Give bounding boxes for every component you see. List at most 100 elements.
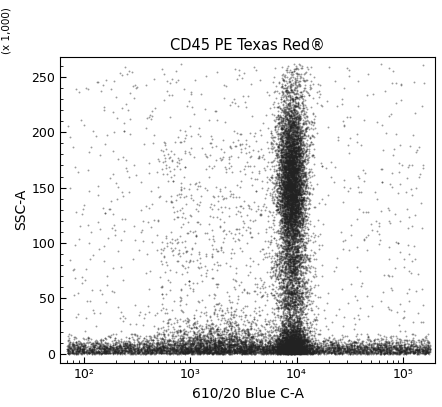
Point xyxy=(289,231,296,238)
Point xyxy=(249,343,256,349)
Point xyxy=(284,160,291,167)
Point xyxy=(286,257,293,264)
Point xyxy=(240,347,247,354)
Point xyxy=(300,336,307,343)
Point xyxy=(260,347,267,353)
Point xyxy=(303,349,310,355)
Point xyxy=(292,341,299,347)
Point xyxy=(306,348,313,354)
Point xyxy=(276,253,283,260)
Point xyxy=(110,341,117,348)
Point xyxy=(117,343,124,350)
Point xyxy=(309,186,316,192)
Point xyxy=(284,63,291,70)
Point xyxy=(292,341,299,348)
Point xyxy=(278,196,285,203)
Point xyxy=(331,345,338,352)
Point xyxy=(117,343,124,350)
Point xyxy=(289,336,296,342)
Point xyxy=(296,180,303,186)
Point xyxy=(302,159,309,166)
Point xyxy=(290,334,297,341)
Point xyxy=(289,322,296,328)
Point xyxy=(274,276,282,282)
Point xyxy=(235,337,242,343)
Point xyxy=(214,248,221,254)
Point xyxy=(336,346,343,353)
Point xyxy=(155,346,162,353)
Point xyxy=(409,346,416,352)
Point xyxy=(290,128,297,135)
Point xyxy=(297,204,304,210)
Point xyxy=(271,337,278,344)
Point xyxy=(286,232,293,239)
Point xyxy=(297,335,305,342)
Point xyxy=(289,350,296,357)
Point xyxy=(287,128,294,134)
Point xyxy=(220,348,227,354)
Point xyxy=(286,187,293,193)
Point xyxy=(267,129,274,136)
Point xyxy=(309,349,316,356)
Point xyxy=(296,349,303,356)
Point xyxy=(290,211,297,217)
Point xyxy=(174,346,181,352)
Point xyxy=(289,157,296,164)
Point xyxy=(291,78,298,85)
Point xyxy=(161,350,168,357)
Point xyxy=(290,211,297,218)
Point xyxy=(283,174,290,181)
Point xyxy=(188,347,195,354)
Point xyxy=(239,248,246,254)
Point xyxy=(231,348,238,355)
Point xyxy=(284,207,291,214)
Point xyxy=(282,300,289,306)
Point xyxy=(287,170,294,177)
Point xyxy=(286,122,293,129)
Point xyxy=(209,136,216,142)
Point xyxy=(293,110,300,116)
Point xyxy=(303,336,310,342)
Point xyxy=(302,173,309,180)
Point xyxy=(134,346,141,353)
Point xyxy=(285,350,292,356)
Point xyxy=(350,347,357,353)
Point xyxy=(280,350,287,356)
Point xyxy=(290,325,297,331)
Point xyxy=(284,170,291,176)
Point xyxy=(69,346,76,353)
Point xyxy=(295,327,302,333)
Point xyxy=(294,172,301,179)
Point xyxy=(361,344,368,350)
Point xyxy=(292,183,299,190)
Point xyxy=(275,343,282,349)
Point xyxy=(278,135,285,142)
Point xyxy=(289,349,296,356)
Point xyxy=(277,348,284,355)
Point xyxy=(425,345,432,351)
Point xyxy=(284,176,291,183)
Point xyxy=(267,346,274,352)
Point xyxy=(293,249,300,255)
Point xyxy=(288,287,295,294)
Point xyxy=(289,213,296,220)
Point xyxy=(289,142,296,149)
Point xyxy=(404,345,411,352)
Point xyxy=(356,343,363,349)
Point xyxy=(164,345,171,352)
Point xyxy=(360,350,367,356)
Point xyxy=(291,332,298,339)
Point xyxy=(397,337,404,343)
Point xyxy=(214,344,221,350)
Point xyxy=(204,343,211,349)
Point xyxy=(191,339,198,346)
Point xyxy=(346,73,353,79)
Point xyxy=(285,305,292,311)
Point xyxy=(179,349,186,355)
Point xyxy=(126,346,133,353)
Point xyxy=(286,298,293,304)
Point xyxy=(293,213,300,219)
Point xyxy=(189,341,196,348)
Point xyxy=(408,346,415,352)
Point xyxy=(277,252,284,259)
